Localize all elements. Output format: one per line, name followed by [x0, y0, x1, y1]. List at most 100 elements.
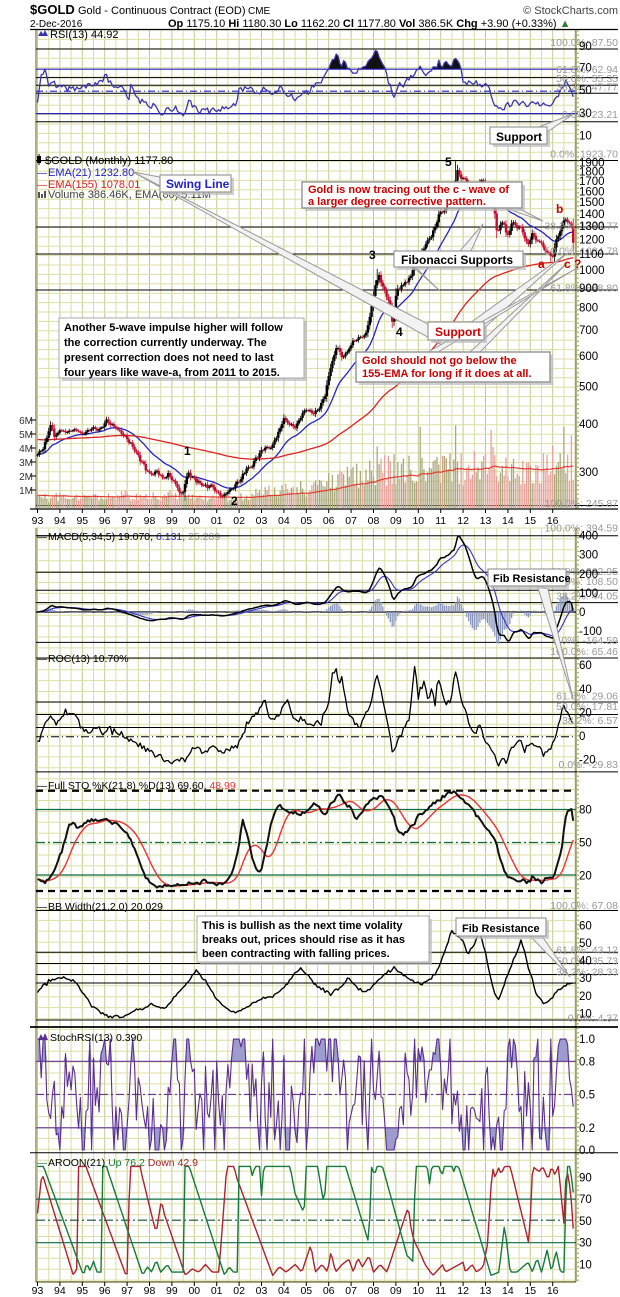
svg-text:6M: 6M: [19, 416, 33, 427]
svg-text:94: 94: [54, 1285, 66, 1297]
svg-text:09: 09: [390, 515, 402, 527]
svg-text:1M: 1M: [19, 486, 33, 497]
svg-text:00: 00: [188, 515, 200, 527]
svg-text:1900: 1900: [579, 158, 605, 170]
svg-text:61.8%: 62.94: 61.8%: 62.94: [556, 64, 618, 76]
svg-text:50: 50: [579, 838, 592, 850]
svg-text:61.8%: 888.80: 61.8%: 888.80: [550, 283, 618, 295]
svg-text:03: 03: [256, 1285, 268, 1297]
svg-text:15: 15: [524, 515, 536, 527]
svg-text:100: 100: [579, 588, 598, 600]
svg-text:100.0%: 245.87: 100.0%: 245.87: [544, 498, 618, 510]
svg-text:1500: 1500: [579, 197, 605, 209]
svg-text:38.2%: 47.77: 38.2%: 47.77: [556, 82, 618, 94]
svg-text:11: 11: [435, 1285, 446, 1297]
svg-text:60: 60: [579, 660, 592, 672]
svg-text:97: 97: [121, 1285, 133, 1297]
svg-text:05: 05: [300, 1285, 312, 1297]
svg-text:50: 50: [579, 85, 592, 97]
svg-text:12: 12: [457, 1285, 469, 1297]
svg-text:3: 3: [369, 248, 376, 262]
svg-text:02: 02: [233, 515, 245, 527]
svg-text:99: 99: [166, 1285, 178, 1297]
svg-text:04: 04: [278, 515, 290, 527]
svg-text:Fib Resistance: Fib Resistance: [493, 573, 571, 585]
svg-text:800: 800: [579, 303, 598, 315]
svg-text:06: 06: [323, 1285, 335, 1297]
svg-text:40: 40: [579, 684, 592, 696]
svg-text:96: 96: [99, 1285, 111, 1297]
svg-text:38.2%: 1282.77: 38.2%: 1282.77: [544, 221, 618, 233]
svg-text:16: 16: [547, 1285, 559, 1297]
svg-text:0.0%: 1923.70: 0.0%: 1923.70: [550, 149, 618, 161]
svg-text:900: 900: [579, 283, 598, 295]
svg-text:300: 300: [579, 550, 598, 562]
svg-text:94: 94: [54, 515, 66, 527]
svg-text:0.0%: -164.59: 0.0%: -164.59: [553, 635, 619, 647]
svg-text:500: 500: [579, 382, 598, 394]
svg-text:-100: -100: [579, 626, 602, 638]
svg-text:—: —: [37, 1158, 47, 1169]
svg-text:StochRSI(13) 0.390: StochRSI(13) 0.390: [50, 1032, 142, 1044]
svg-text:a larger degree corrective pat: a larger degree corrective pattern.: [308, 196, 486, 208]
svg-text:$GOLD: $GOLD: [30, 2, 75, 17]
svg-text:2: 2: [231, 494, 238, 508]
svg-text:100.0%: 87.50: 100.0%: 87.50: [550, 37, 618, 49]
svg-text:AROON(21) Up 76.2 Down 42.9: AROON(21) Up 76.2 Down 42.9: [48, 1157, 198, 1169]
svg-text:Op 1175.10 Hi 1180.30 Lo 1162.: Op 1175.10 Hi 1180.30 Lo 1162.20 Cl 1177…: [168, 18, 571, 30]
svg-text:20: 20: [579, 707, 592, 719]
svg-text:30: 30: [579, 973, 592, 985]
svg-text:—: —: [37, 902, 47, 913]
svg-text:c ?: c ?: [564, 257, 581, 271]
svg-text:50.0%: 35.73: 50.0%: 35.73: [556, 955, 618, 967]
svg-text:1000: 1000: [579, 265, 605, 277]
svg-text:four years like wave-a, from 2: four years like wave-a, from 2011 to 201…: [64, 367, 280, 379]
svg-text:0.2: 0.2: [579, 1123, 595, 1135]
svg-text:100.0%: 65.46: 100.0%: 65.46: [550, 646, 618, 658]
svg-text:15: 15: [524, 1285, 536, 1297]
svg-text:155-EMA for long if it does at: 155-EMA for long if it does at all.: [362, 368, 532, 380]
svg-text:0.5: 0.5: [579, 1090, 595, 1102]
svg-text:13: 13: [480, 1285, 492, 1297]
svg-text:50.0%: 55.35: 50.0%: 55.35: [556, 73, 618, 85]
svg-text:Fib Resistance: Fib Resistance: [462, 923, 540, 935]
svg-text:Gold is now tracing out the c: Gold is now tracing out the c - wave of: [308, 184, 509, 196]
svg-text:0.0: 0.0: [579, 1145, 595, 1157]
svg-text:08: 08: [368, 1285, 380, 1297]
svg-text:70: 70: [579, 63, 592, 75]
svg-text:96: 96: [99, 515, 111, 527]
svg-text:Full STO %K(21,8) %D(13) 69.60: Full STO %K(21,8) %D(13) 69.60, 48.99: [48, 780, 236, 792]
svg-text:2M: 2M: [19, 472, 33, 483]
svg-text:1.0: 1.0: [579, 1034, 595, 1046]
svg-text:the correction currently under: the correction currently underway. The: [64, 337, 267, 349]
svg-text:95: 95: [76, 515, 88, 527]
svg-text:00: 00: [188, 1285, 200, 1297]
svg-text:700: 700: [579, 325, 598, 337]
svg-text:0: 0: [579, 607, 585, 619]
svg-text:2-Dec-2016: 2-Dec-2016: [30, 19, 83, 30]
svg-text:1700: 1700: [579, 176, 605, 188]
svg-text:Another 5-wave impulse higher: Another 5-wave impulse higher will follo…: [64, 322, 283, 334]
svg-text:—: —: [37, 180, 47, 191]
svg-text:—: —: [37, 654, 47, 665]
svg-text:present correction does not ne: present correction does not need to last: [64, 352, 274, 364]
svg-text:© StockCharts.com: © StockCharts.com: [523, 5, 618, 17]
svg-text:50: 50: [579, 938, 592, 950]
svg-text:BB Width(21,2.0) 20.029: BB Width(21,2.0) 20.029: [48, 901, 163, 913]
svg-text:This is bullish as the next ti: This is bullish as the next time volalit…: [202, 920, 403, 932]
svg-text:EMA(155) 1078.01: EMA(155) 1078.01: [48, 179, 140, 191]
svg-text:10: 10: [412, 515, 424, 527]
svg-text:16: 16: [547, 515, 559, 527]
svg-text:14: 14: [502, 1285, 514, 1297]
svg-text:100.0%: 67.08: 100.0%: 67.08: [550, 900, 618, 912]
svg-text:400: 400: [579, 531, 598, 543]
svg-text:30: 30: [579, 108, 592, 120]
svg-text:3M: 3M: [19, 458, 33, 469]
svg-text:10: 10: [412, 1285, 424, 1297]
svg-text:1400: 1400: [579, 209, 605, 221]
svg-text:01: 01: [211, 515, 223, 527]
svg-text:90: 90: [579, 41, 592, 53]
svg-text:04: 04: [278, 1285, 290, 1297]
svg-text:Gold should not go below the: Gold should not go below the: [362, 355, 517, 367]
svg-text:—: —: [37, 781, 47, 792]
